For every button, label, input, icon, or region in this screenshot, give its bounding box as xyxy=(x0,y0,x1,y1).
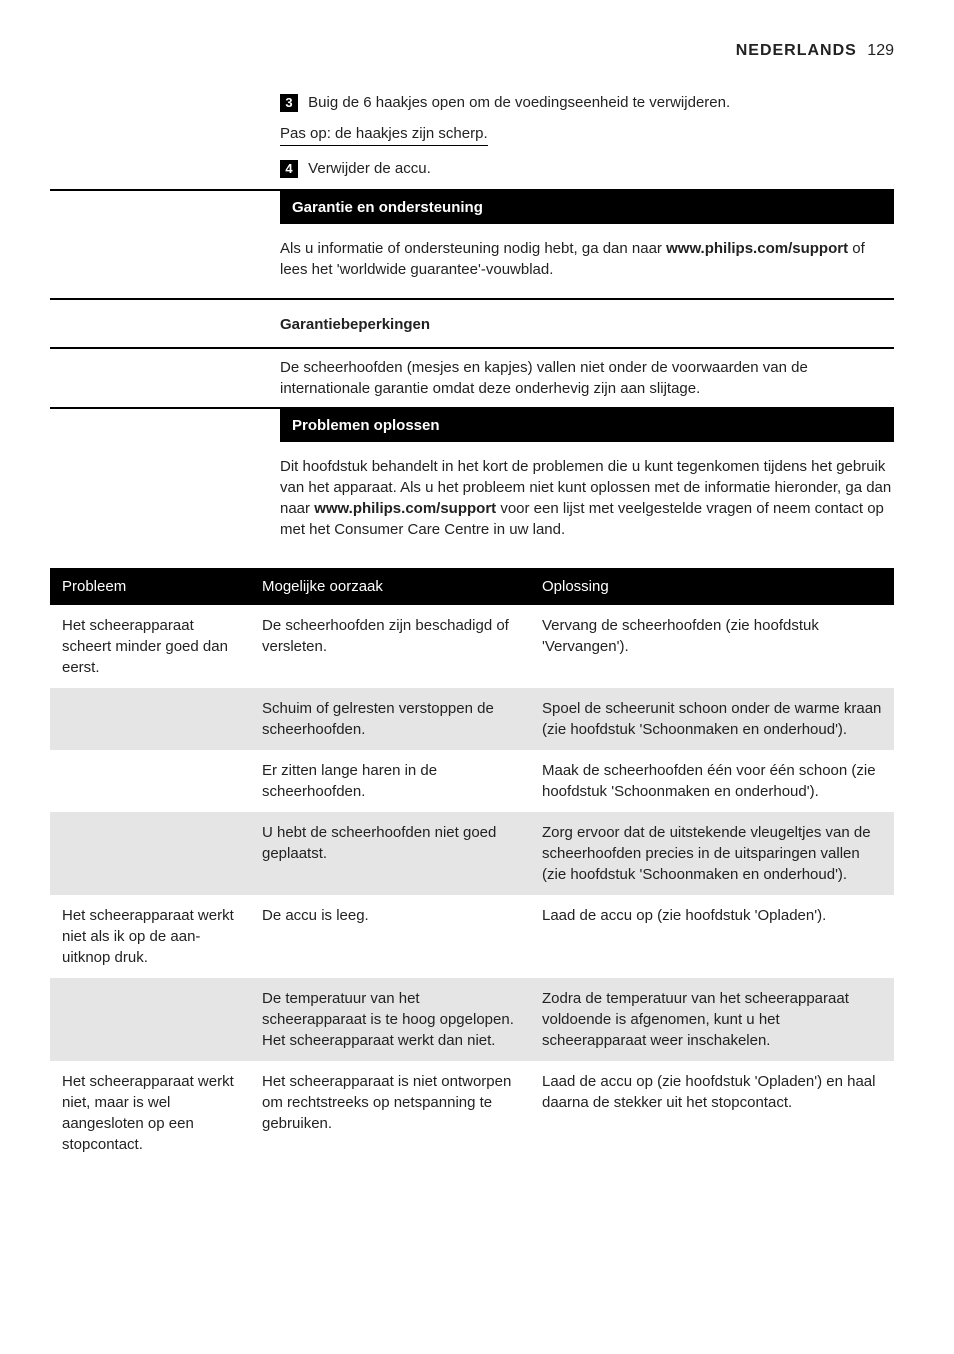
cell-cause: De accu is leeg. xyxy=(250,895,530,978)
cell-problem xyxy=(50,750,250,812)
troubleshoot-table: Probleem Mogelijke oorzaak Oplossing Het… xyxy=(50,568,894,1165)
table-row: Het scheerapparaat werkt niet als ik op … xyxy=(50,895,894,978)
cell-problem xyxy=(50,812,250,895)
warranty-p2: De scheerhoofden (mesjes en kapjes) vall… xyxy=(280,349,894,399)
cell-cause: U hebt de scheerhoofden niet goed geplaa… xyxy=(250,812,530,895)
step-4: 4 Verwijder de accu. xyxy=(280,158,894,179)
table-row: De temperatuur van het scheerapparaat is… xyxy=(50,978,894,1061)
cell-problem xyxy=(50,688,250,750)
cell-solution: Zorg ervoor dat de uitstekende vleugeltj… xyxy=(530,812,894,895)
cell-solution: Spoel de scheerunit schoon onder de warm… xyxy=(530,688,894,750)
content-column: 3 Buig de 6 haakjes open om de voedingse… xyxy=(280,92,894,1165)
table-row: Schuim of gelresten verstoppen de scheer… xyxy=(50,688,894,750)
warranty-title: Garantie en ondersteuning xyxy=(280,191,894,224)
th-cause: Mogelijke oorzaak xyxy=(250,568,530,605)
warranty-p1a: Als u informatie of ondersteuning nodig … xyxy=(280,240,666,257)
cell-cause: Schuim of gelresten verstoppen de scheer… xyxy=(250,688,530,750)
cell-problem: Het scheerapparaat scheert minder goed d… xyxy=(50,605,250,688)
th-solution: Oplossing xyxy=(530,568,894,605)
step-4-text: Verwijder de accu. xyxy=(308,160,431,177)
troubleshoot-section: Problemen oplossen Dit hoofdstuk behande… xyxy=(50,407,894,554)
header-lang: NEDERLANDS xyxy=(736,42,857,59)
warranty-section: Garantie en ondersteuning Als u informat… xyxy=(50,189,894,300)
th-problem: Probleem xyxy=(50,568,250,605)
table-row: Er zitten lange haren in de scheerhoofde… xyxy=(50,750,894,812)
table-row: Het scheerapparaat werkt niet, maar is w… xyxy=(50,1061,894,1165)
step-num-4: 4 xyxy=(280,160,298,178)
cell-cause: De temperatuur van het scheerapparaat is… xyxy=(250,978,530,1061)
cell-solution: Laad de accu op (zie hoofdstuk 'Opladen'… xyxy=(530,1061,894,1165)
troubleshoot-p1: Dit hoofdstuk behandelt in het kort de p… xyxy=(280,452,894,554)
cell-cause: De scheerhoofden zijn beschadigd of vers… xyxy=(250,605,530,688)
cell-solution: Vervang de scheerhoofden (zie hoofdstuk … xyxy=(530,605,894,688)
step-3-text: Buig de 6 haakjes open om de voedingseen… xyxy=(308,94,730,111)
troubleshoot-title: Problemen oplossen xyxy=(280,409,894,442)
cell-cause: Het scheerapparaat is niet ontworpen om … xyxy=(250,1061,530,1165)
warning-text: Pas op: de haakjes zijn scherp. xyxy=(280,123,488,146)
cell-problem: Het scheerapparaat werkt niet als ik op … xyxy=(50,895,250,978)
warranty-sub: Garantiebeperkingen xyxy=(280,308,894,339)
table-row: U hebt de scheerhoofden niet goed geplaa… xyxy=(50,812,894,895)
step-num-3: 3 xyxy=(280,94,298,112)
warranty-link: www.philips.com/support xyxy=(666,240,848,257)
cell-solution: Laad de accu op (zie hoofdstuk 'Opladen'… xyxy=(530,895,894,978)
page-header: NEDERLANDS 129 xyxy=(50,40,894,62)
step-3: 3 Buig de 6 haakjes open om de voedingse… xyxy=(280,92,894,113)
cell-solution: Maak de scheerhoofden één voor één schoo… xyxy=(530,750,894,812)
header-page: 129 xyxy=(867,42,894,59)
troubleshoot-link: www.philips.com/support xyxy=(314,500,496,517)
cell-problem xyxy=(50,978,250,1061)
cell-solution: Zodra de temperatuur van het scheerappar… xyxy=(530,978,894,1061)
warranty-sub-wrap: Garantiebeperkingen xyxy=(50,308,894,349)
cell-cause: Er zitten lange haren in de scheerhoofde… xyxy=(250,750,530,812)
warranty-p1: Als u informatie of ondersteuning nodig … xyxy=(280,234,894,290)
cell-problem: Het scheerapparaat werkt niet, maar is w… xyxy=(50,1061,250,1165)
table-row: Het scheerapparaat scheert minder goed d… xyxy=(50,605,894,688)
table-header-row: Probleem Mogelijke oorzaak Oplossing xyxy=(50,568,894,605)
